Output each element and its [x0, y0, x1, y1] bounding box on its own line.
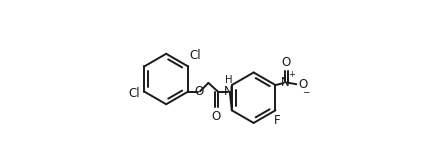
Text: N: N [224, 85, 233, 98]
Text: Cl: Cl [190, 49, 202, 62]
Text: H: H [225, 75, 232, 85]
Text: +: + [288, 70, 295, 79]
Text: N: N [281, 76, 290, 89]
Text: O: O [194, 85, 203, 98]
Text: −: − [302, 87, 309, 96]
Text: Cl: Cl [128, 87, 140, 100]
Text: F: F [274, 114, 280, 127]
Text: O: O [282, 56, 291, 69]
Text: O: O [212, 110, 221, 123]
Text: O: O [298, 78, 307, 91]
